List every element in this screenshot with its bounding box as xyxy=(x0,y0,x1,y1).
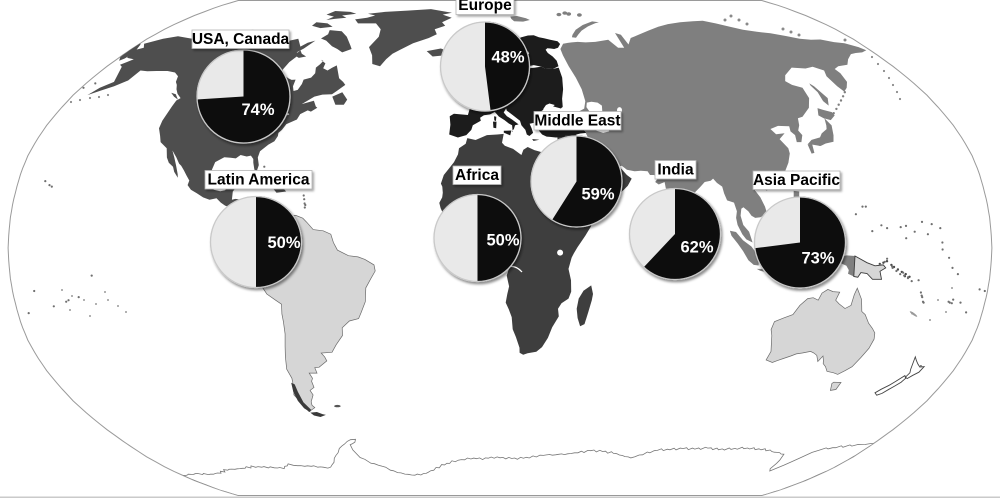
svg-text:73%: 73% xyxy=(801,250,834,268)
svg-text:74%: 74% xyxy=(241,101,274,119)
svg-text:Europe: Europe xyxy=(458,0,512,14)
svg-text:Middle East: Middle East xyxy=(534,113,620,130)
svg-text:62%: 62% xyxy=(680,239,713,257)
svg-text:50%: 50% xyxy=(267,234,300,252)
svg-text:59%: 59% xyxy=(581,186,614,204)
svg-text:USA, Canada: USA, Canada xyxy=(192,31,290,48)
svg-text:48%: 48% xyxy=(491,49,524,67)
svg-text:Asia Pacific: Asia Pacific xyxy=(753,172,840,189)
svg-text:Africa: Africa xyxy=(455,167,499,184)
svg-text:Latin America: Latin America xyxy=(208,172,310,189)
svg-text:50%: 50% xyxy=(486,232,519,250)
svg-text:India: India xyxy=(657,162,694,179)
